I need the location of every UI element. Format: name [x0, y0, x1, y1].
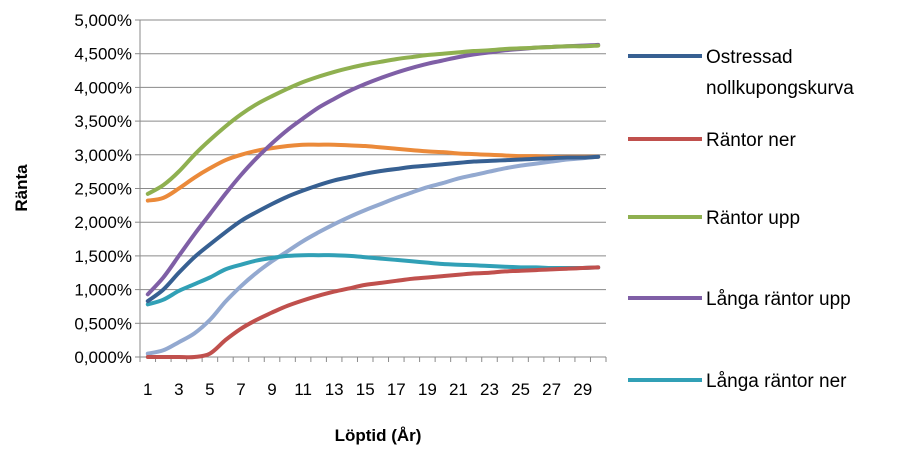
legend-label-line: nollkupongskurva: [706, 78, 854, 99]
series-line-4: [145, 253, 601, 307]
x-tick-label: 19: [418, 380, 437, 399]
axes: [135, 19, 607, 362]
x-tick-label: 1: [143, 380, 152, 399]
y-tick-label: 2,500%: [74, 180, 132, 199]
series-line-6: [145, 154, 601, 356]
x-tick-label: 21: [449, 380, 468, 399]
y-tick-label: 1,500%: [74, 247, 132, 266]
x-tick-label: 7: [236, 380, 245, 399]
series-line-5: [145, 142, 601, 203]
x-tick-labels: 1 3 5 7 9 11 13 15 17 19 21 23 25 27 29: [143, 380, 592, 399]
y-tick-label: 2,000%: [74, 213, 132, 232]
x-tick-label: 27: [542, 380, 561, 399]
y-tick-label: 4,500%: [74, 45, 132, 64]
y-tick-label: 3,000%: [74, 146, 132, 165]
legend-label-1: Räntor ner: [706, 130, 796, 151]
x-tick-label: 3: [174, 380, 183, 399]
series-line-2: [145, 43, 601, 196]
y-tick-label: 3,500%: [74, 112, 132, 131]
x-tick-label: 5: [205, 380, 214, 399]
legend-label-2: Räntor upp: [706, 208, 800, 229]
x-tick-label: 29: [573, 380, 592, 399]
legend-label-4: Långa räntor ner: [706, 371, 847, 392]
x-tick-label: 13: [325, 380, 344, 399]
legend: Ostressad nollkupongskurva Räntor ner Ränto…: [628, 47, 854, 392]
x-tick-label: 15: [356, 380, 375, 399]
y-tick-labels: 0,000% 0,500% 1,000% 1,500% 2,000% 2,500% 3,00…: [74, 11, 132, 367]
x-tick-label: 11: [294, 380, 312, 399]
legend-label-3: Långa räntor upp: [706, 289, 851, 310]
x-tick-label: 9: [267, 380, 276, 399]
y-tick-label: 0,500%: [74, 314, 132, 333]
y-tick-label: 4,000%: [74, 78, 132, 97]
y-tick-label: 5,000%: [74, 11, 132, 30]
legend-label-0: Ostressad nollkupongskurva: [706, 47, 854, 99]
x-axis-title: Löptid (År): [335, 426, 422, 445]
x-tick-label: 25: [511, 380, 530, 399]
series-line-1: [145, 265, 601, 360]
series-line-0: [145, 154, 601, 304]
y-axis-title: Ränta: [12, 164, 31, 212]
series-lines: [145, 42, 601, 360]
legend-label-line: Ostressad: [706, 47, 793, 68]
x-tick-label: 17: [387, 380, 406, 399]
y-tick-label: 1,000%: [74, 281, 132, 300]
x-tick-label: 23: [480, 380, 499, 399]
y-tick-label: 0,000%: [74, 348, 132, 367]
gridlines: [140, 19, 606, 324]
